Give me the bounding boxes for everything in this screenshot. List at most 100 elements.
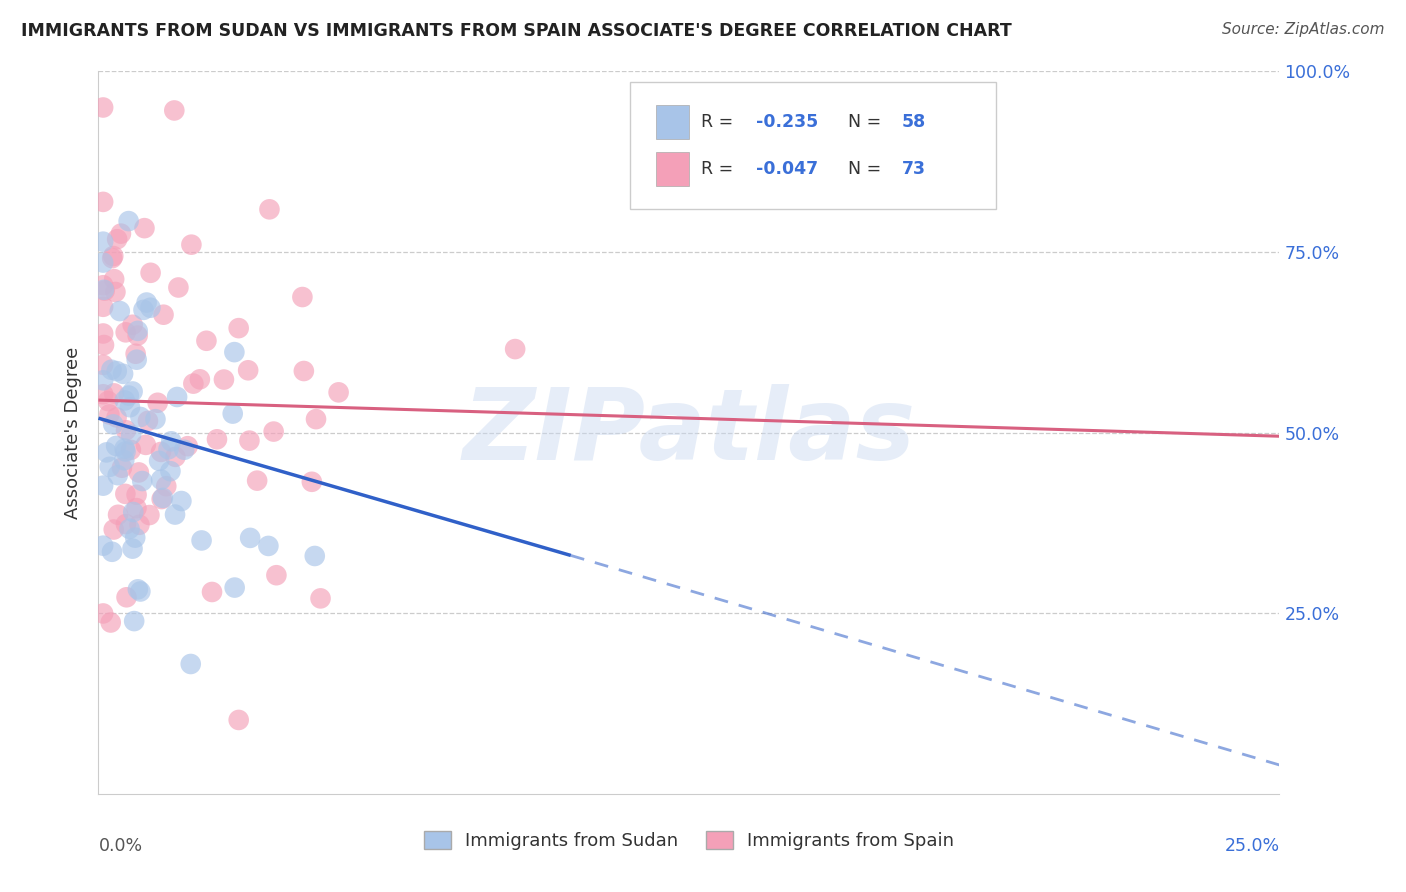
Point [93, 338, 115, 352]
Point [120, 427, 142, 442]
Point [124, 531, 146, 545]
Point [103, 249, 125, 263]
Point [145, 412, 167, 426]
Point [152, 491, 174, 505]
FancyBboxPatch shape [630, 82, 995, 209]
Text: 0.0%: 0.0% [98, 838, 142, 855]
Point [163, 103, 186, 118]
Point [100, 362, 122, 376]
Point [101, 545, 124, 559]
Point [91, 235, 114, 249]
Text: ZIPatlas: ZIPatlas [463, 384, 915, 481]
Text: 25.0%: 25.0% [1225, 838, 1279, 855]
Point [131, 474, 153, 488]
Point [93, 283, 115, 297]
Point [228, 321, 250, 335]
Point [91, 539, 114, 553]
Point [91, 101, 114, 115]
Point [136, 414, 159, 428]
Point [115, 517, 138, 532]
Point [135, 295, 157, 310]
Point [150, 445, 173, 459]
Point [259, 202, 281, 217]
Point [148, 454, 170, 468]
Point [177, 439, 200, 453]
Point [103, 386, 125, 401]
Point [91, 278, 114, 293]
Point [112, 453, 135, 467]
Point [100, 615, 122, 630]
Point [114, 393, 136, 408]
Text: N =: N = [848, 160, 887, 178]
Point [786, 151, 808, 165]
Point [222, 407, 245, 421]
Point [118, 388, 141, 402]
Point [105, 232, 128, 246]
Point [257, 539, 280, 553]
Point [180, 657, 202, 671]
Point [183, 376, 205, 391]
Point [91, 255, 114, 269]
Point [114, 326, 136, 340]
Point [121, 318, 143, 332]
Point [93, 284, 115, 298]
Point [129, 409, 152, 424]
Point [98, 408, 121, 422]
Point [134, 221, 156, 235]
Point [301, 475, 323, 489]
Text: Source: ZipAtlas.com: Source: ZipAtlas.com [1222, 22, 1385, 37]
Point [157, 442, 180, 457]
Point [292, 364, 315, 378]
Point [188, 372, 211, 386]
Point [114, 444, 136, 458]
Point [125, 488, 148, 502]
Point [112, 367, 135, 381]
Point [91, 358, 114, 372]
Point [224, 581, 246, 595]
Point [128, 517, 150, 532]
Point [127, 328, 149, 343]
Point [128, 466, 150, 480]
Point [305, 412, 328, 426]
Text: R =: R = [700, 113, 738, 131]
Point [115, 591, 138, 605]
Point [125, 352, 148, 367]
Point [503, 342, 526, 356]
Point [167, 280, 190, 294]
Point [129, 584, 152, 599]
Point [159, 464, 181, 478]
Point [91, 194, 114, 209]
Point [127, 582, 149, 597]
Point [114, 442, 136, 456]
Text: 73: 73 [901, 160, 925, 178]
Point [118, 400, 141, 414]
Point [150, 491, 173, 506]
Point [139, 301, 162, 315]
Point [190, 533, 212, 548]
Point [201, 585, 224, 599]
Point [155, 479, 177, 493]
Point [111, 460, 134, 475]
Point [105, 439, 128, 453]
Point [163, 508, 186, 522]
Point [98, 459, 121, 474]
Point [115, 423, 138, 437]
Point [120, 442, 142, 457]
Point [239, 531, 262, 545]
Point [127, 324, 149, 338]
Point [104, 285, 127, 299]
Point [238, 434, 260, 448]
Point [125, 501, 148, 516]
Point [91, 607, 114, 621]
Point [224, 345, 246, 359]
Point [246, 474, 269, 488]
Point [173, 442, 195, 457]
Legend: Immigrants from Sudan, Immigrants from Spain: Immigrants from Sudan, Immigrants from S… [416, 823, 962, 857]
Point [135, 438, 157, 452]
Point [96, 445, 118, 459]
Point [107, 468, 129, 483]
Point [138, 508, 160, 522]
Point [165, 450, 187, 464]
Text: N =: N = [848, 113, 887, 131]
Text: R =: R = [700, 160, 738, 178]
